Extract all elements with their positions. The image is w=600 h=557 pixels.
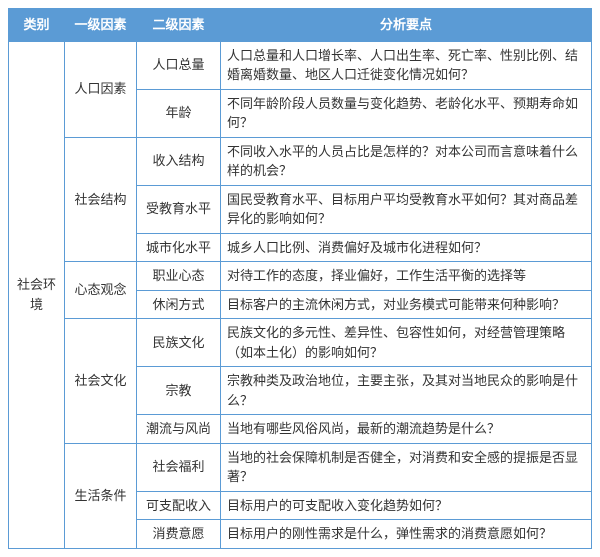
factor2-cell: 受教育水平 (137, 185, 221, 233)
factor2-cell: 社会福利 (137, 443, 221, 491)
factor2-cell: 潮流与风尚 (137, 415, 221, 444)
factor1-cell: 人口因素 (65, 41, 137, 137)
points-cell: 民族文化的多元性、差异性、包容性如何，对经营管理策略（如本土化）的影响如何？ (221, 319, 592, 367)
factor2-cell: 民族文化 (137, 319, 221, 367)
points-cell: 当地有哪些风俗风尚，最新的潮流趋势是什么？ (221, 415, 592, 444)
factor1-cell: 生活条件 (65, 443, 137, 548)
points-cell: 不同年龄阶段人员数量与变化趋势、老龄化水平、预期寿命如何？ (221, 89, 592, 137)
points-cell: 国民受教育水平、目标用户平均受教育水平如何？其对商品差异化的影响如何？ (221, 185, 592, 233)
points-cell: 人口总量和人口增长率、人口出生率、死亡率、性别比例、结婚离婚数量、地区人口迁徙变… (221, 41, 592, 89)
header-category: 类别 (9, 9, 65, 42)
factor2-cell: 城市化水平 (137, 233, 221, 262)
factor2-cell: 职业心态 (137, 262, 221, 291)
factor2-cell: 收入结构 (137, 137, 221, 185)
factor2-cell: 可支配收入 (137, 491, 221, 520)
header-points: 分析要点 (221, 9, 592, 42)
header-row: 类别 一级因素 二级因素 分析要点 (9, 9, 592, 42)
points-cell: 对待工作的态度，择业偏好，工作生活平衡的选择等 (221, 262, 592, 291)
factor1-cell: 社会文化 (65, 319, 137, 444)
header-factor2: 二级因素 (137, 9, 221, 42)
factor2-cell: 消费意愿 (137, 520, 221, 549)
points-cell: 目标客户的主流休闲方式，对业务模式可能带来何种影响？ (221, 290, 592, 319)
header-factor1: 一级因素 (65, 9, 137, 42)
factor1-cell: 社会结构 (65, 137, 137, 262)
table-row: 社会结构收入结构不同收入水平的人员占比是怎样的？对本公司而言意味着什么样的机会？ (9, 137, 592, 185)
points-cell: 目标用户的刚性需求是什么，弹性需求的消费意愿如何？ (221, 520, 592, 549)
points-cell: 宗教种类及政治地位，主要主张，及其对当地民众的影响是什么？ (221, 367, 592, 415)
factor2-cell: 宗教 (137, 367, 221, 415)
points-cell: 当地的社会保障机制是否健全，对消费和安全感的提振是否显著？ (221, 443, 592, 491)
factor2-cell: 休闲方式 (137, 290, 221, 319)
table-row: 社会文化民族文化民族文化的多元性、差异性、包容性如何，对经营管理策略（如本土化）… (9, 319, 592, 367)
table-row: 生活条件社会福利当地的社会保障机制是否健全，对消费和安全感的提振是否显著？ (9, 443, 592, 491)
factor2-cell: 人口总量 (137, 41, 221, 89)
points-cell: 不同收入水平的人员占比是怎样的？对本公司而言意味着什么样的机会？ (221, 137, 592, 185)
factor1-cell: 心态观念 (65, 262, 137, 319)
category-cell: 社会环境 (9, 41, 65, 548)
points-cell: 目标用户的可支配收入变化趋势如何？ (221, 491, 592, 520)
table-row: 社会环境人口因素人口总量人口总量和人口增长率、人口出生率、死亡率、性别比例、结婚… (9, 41, 592, 89)
table-row: 心态观念职业心态对待工作的态度，择业偏好，工作生活平衡的选择等 (9, 262, 592, 291)
factor2-cell: 年龄 (137, 89, 221, 137)
points-cell: 城乡人口比例、消费偏好及城市化进程如何？ (221, 233, 592, 262)
analysis-table: 类别 一级因素 二级因素 分析要点 社会环境人口因素人口总量人口总量和人口增长率… (8, 8, 592, 549)
